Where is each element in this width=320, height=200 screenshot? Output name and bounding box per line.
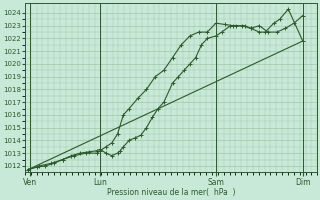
X-axis label: Pression niveau de la mer(  hPa  ): Pression niveau de la mer( hPa ) — [107, 188, 235, 197]
